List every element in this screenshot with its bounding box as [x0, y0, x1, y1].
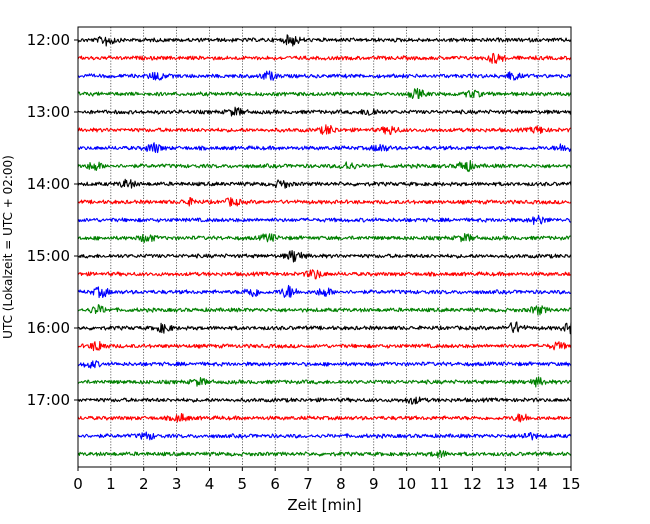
trace-1730: [77, 431, 572, 441]
trace-1245: [77, 87, 572, 100]
axes-frame: [77, 26, 572, 468]
x-tick-label: 11: [430, 475, 449, 493]
trace-1415: [77, 197, 572, 207]
trace-1600: [77, 321, 572, 335]
x-tick-label: 10: [397, 475, 416, 493]
x-axis-label: Zeit [min]: [287, 496, 361, 514]
trace-1645: [77, 376, 572, 388]
trace-1200: [77, 34, 572, 47]
seismogram-traces: [77, 34, 572, 459]
x-tick-label: 1: [106, 475, 116, 493]
trace-1615: [77, 341, 572, 352]
trace-1400: [77, 178, 572, 189]
y-tick-label: 17:00: [27, 391, 70, 409]
y-tick-label: 14:00: [27, 175, 70, 193]
x-tick-label: 5: [238, 475, 248, 493]
trace-1500: [77, 250, 572, 263]
x-tick-label: 15: [561, 475, 580, 493]
x-axis-ticks: 0 1 2 3 4 5 6 7 8 9 10 11 12 13 14 15: [73, 467, 581, 493]
trace-1630: [77, 360, 572, 369]
y-axis-label: UTC (Lokalzeit = UTC + 02:00): [1, 155, 15, 339]
y-tick-label: 15:00: [27, 247, 70, 265]
y-axis-ticks: 12:00 13:00 14:00 15:00 16:00 17:00: [27, 31, 78, 409]
y-tick-label: 16:00: [27, 319, 70, 337]
trace-1545: [77, 304, 572, 316]
x-tick-label: 9: [369, 475, 379, 493]
trace-1300: [77, 106, 572, 117]
trace-1745: [77, 449, 572, 459]
x-tick-label: 6: [270, 475, 280, 493]
x-tick-label: 0: [73, 475, 83, 493]
x-tick-label: 2: [139, 475, 149, 493]
x-tick-label: 14: [529, 475, 548, 493]
x-tick-label: 8: [336, 475, 346, 493]
x-tick-label: 7: [303, 475, 313, 493]
trace-1715: [77, 413, 572, 423]
x-tick-label: 12: [463, 475, 482, 493]
trace-1445: [77, 233, 572, 244]
vertical-grid: [110, 27, 539, 467]
trace-1230: [77, 70, 572, 81]
trace-1530: [77, 284, 572, 299]
trace-1515: [77, 269, 572, 280]
trace-1430: [77, 214, 572, 225]
trace-1315: [77, 124, 572, 136]
y-tick-label: 13:00: [27, 103, 70, 121]
x-tick-label: 4: [205, 475, 215, 493]
trace-1700: [77, 396, 572, 405]
x-tick-label: 3: [172, 475, 182, 493]
y-tick-label: 12:00: [27, 31, 70, 49]
trace-1215: [77, 52, 572, 64]
trace-1345: [77, 159, 572, 173]
x-tick-label: 13: [496, 475, 515, 493]
trace-1330: [77, 142, 572, 154]
